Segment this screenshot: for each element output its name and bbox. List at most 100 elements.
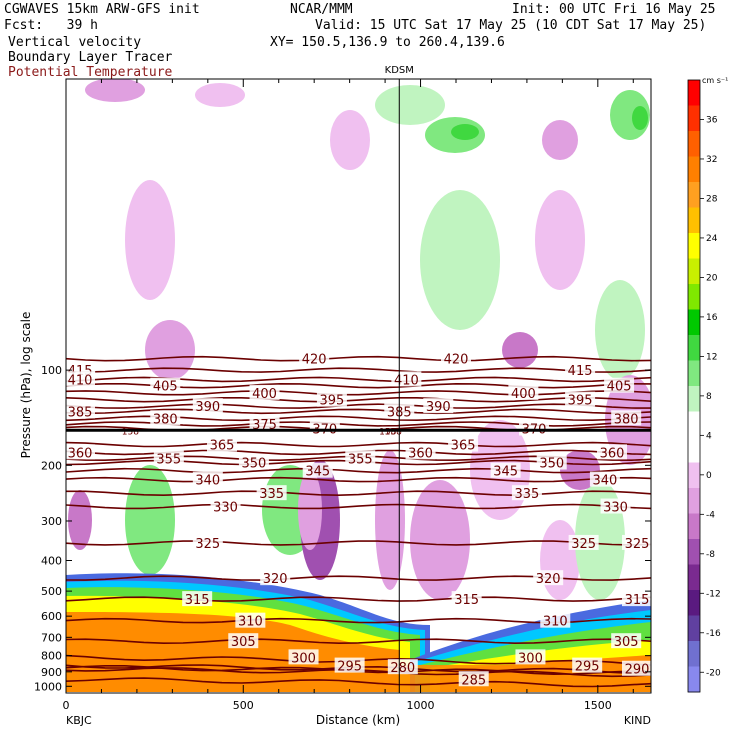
colorbar-swatch	[688, 105, 700, 132]
theta-label-bg	[540, 612, 571, 628]
theta-label-355: 355	[348, 452, 373, 467]
theta-label-bg	[238, 454, 269, 470]
theta-label-bg	[182, 591, 213, 607]
colorbar-label: -8	[706, 550, 715, 560]
theta-label-325: 325	[625, 537, 650, 552]
theta-label-300: 300	[518, 651, 543, 666]
theta-label-285: 285	[461, 673, 486, 688]
init-time: Init: 00 UTC Fri 16 May 25	[512, 2, 716, 17]
theta-label-390: 390	[195, 400, 220, 415]
theta-label-bg	[387, 659, 418, 675]
theta-label-bg	[345, 450, 376, 466]
theta-label-410: 410	[68, 373, 93, 388]
theta-label-bg	[533, 570, 564, 586]
x-left-endpoint-label: KBJC	[66, 714, 92, 727]
theta-contour-330	[66, 503, 651, 510]
colorbar-swatch	[688, 615, 700, 642]
theta-contour-420	[66, 355, 651, 362]
y-tick-label: 1000	[34, 680, 62, 693]
y-tick-label: 700	[41, 631, 62, 644]
colorbar-label: 4	[706, 431, 712, 441]
organization: NCAR/MMM	[290, 2, 353, 17]
theta-label-bg	[153, 450, 184, 466]
theta-label-bg	[256, 485, 287, 501]
theta-label-320: 320	[536, 572, 561, 587]
theta-label-bg	[515, 649, 546, 665]
theta-label-bg	[334, 657, 365, 673]
theta-label-295: 295	[337, 660, 362, 675]
colorbar-label: 32	[706, 155, 717, 165]
colorbar-swatch	[688, 80, 700, 106]
theta-label-bg	[249, 384, 280, 400]
y-tick-label: 800	[41, 650, 62, 663]
tropopause-label: 158	[385, 427, 402, 437]
forecast-hour: Fcst: 39 h	[4, 18, 98, 33]
colorbar-swatch	[688, 437, 700, 463]
theta-contour-415	[66, 367, 651, 373]
theta-contour-385	[66, 408, 651, 415]
theta-contour-305	[66, 638, 651, 645]
colorbar-swatch	[688, 284, 700, 310]
colorbar-label: -20	[706, 668, 721, 678]
theta-label-bg	[65, 444, 95, 460]
colorbar-swatch	[688, 564, 700, 591]
theta-label-bg	[565, 362, 596, 378]
theta-label-300: 300	[291, 651, 316, 666]
theta-label-bg	[150, 377, 181, 393]
theta-label-380: 380	[614, 412, 639, 427]
theta-label-360: 360	[68, 446, 93, 461]
theta-label-310: 310	[543, 615, 568, 630]
tropopause-label: 158	[379, 427, 396, 437]
theta-label-420: 420	[302, 353, 327, 368]
colorbar-label: 24	[706, 234, 718, 244]
field-bl-tracer: Boundary Layer Tracer	[8, 50, 173, 65]
theta-label-bg	[458, 671, 489, 687]
theta-label-360: 360	[408, 446, 433, 461]
station-marker-label: KDSM	[385, 65, 414, 76]
colorbar-swatch	[688, 386, 700, 412]
theta-label-bg	[249, 415, 280, 431]
theta-label-bg	[423, 398, 454, 414]
theta-label-bg	[508, 384, 539, 400]
colorbar-swatch	[688, 207, 700, 234]
x-tick-label: 1000	[407, 699, 435, 712]
theta-label-bg	[65, 371, 95, 387]
field-potential-temperature: Potential Temperature	[8, 65, 173, 80]
theta-label-305: 305	[231, 635, 256, 650]
colorbar-label: 12	[706, 352, 717, 362]
theta-label-bg	[299, 350, 330, 366]
theta-contour-325	[66, 540, 651, 546]
theta-contour-400	[66, 390, 651, 396]
theta-contour-335	[66, 490, 651, 497]
y-tick-label: 200	[41, 459, 62, 472]
theta-label-bg	[405, 444, 436, 460]
x-tick-label: 0	[63, 699, 70, 712]
theta-label-385: 385	[68, 405, 93, 420]
theta-label-bg	[611, 633, 642, 649]
colorbar-swatch	[688, 539, 700, 565]
theta-label-405: 405	[153, 380, 178, 395]
colorbar-swatch	[688, 462, 700, 489]
theta-label-bg	[260, 570, 291, 586]
theta-label-335: 335	[514, 487, 539, 502]
y-tick-label: 100	[41, 364, 62, 377]
theta-label-bg	[490, 462, 521, 478]
theta-label-bg	[210, 498, 241, 514]
colorbar-swatch	[688, 641, 700, 667]
colorbar-label: 28	[706, 194, 718, 204]
theta-contour-345	[66, 467, 651, 474]
y-tick-label: 500	[41, 585, 62, 598]
theta-contour-365	[66, 441, 651, 448]
y-tick-label: 900	[41, 666, 62, 679]
theta-label-bg	[192, 534, 223, 550]
theta-label-bg	[536, 454, 567, 470]
colorbar-swatch	[688, 411, 700, 438]
theta-label-310: 310	[238, 615, 263, 630]
colorbar-units: cm s⁻¹	[702, 76, 728, 85]
y-tick-label: 600	[41, 610, 62, 623]
colorbar-swatch	[688, 488, 700, 514]
theta-label-bg	[572, 657, 603, 673]
plot-frame	[65, 78, 652, 694]
theta-contour-labels: 1581581584204204154154104104054054004003…	[65, 350, 652, 688]
theta-label-415: 415	[568, 364, 593, 379]
